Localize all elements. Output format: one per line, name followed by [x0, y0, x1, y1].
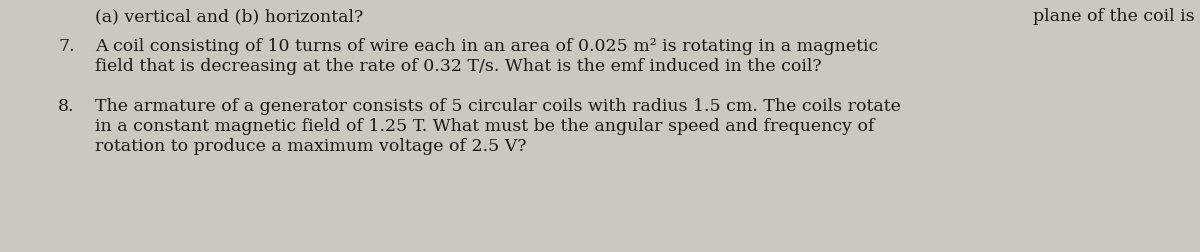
Text: 7.: 7.	[58, 38, 74, 55]
Text: The armature of a generator consists of 5 circular coils with radius 1.5 cm. The: The armature of a generator consists of …	[95, 98, 901, 115]
Text: 8.: 8.	[58, 98, 74, 115]
Text: (a) vertical and (b) horizontal?: (a) vertical and (b) horizontal?	[95, 8, 364, 25]
Text: A coil consisting of 10 turns of wire each in an area of 0.025 m² is rotating in: A coil consisting of 10 turns of wire ea…	[95, 38, 878, 55]
Text: rotation to produce a maximum voltage of 2.5 V?: rotation to produce a maximum voltage of…	[95, 138, 527, 155]
Text: in a constant magnetic field of 1.25 T. What must be the angular speed and frequ: in a constant magnetic field of 1.25 T. …	[95, 118, 875, 135]
Text: plane of the coil is: plane of the coil is	[1033, 8, 1195, 25]
Text: field that is decreasing at the rate of 0.32 T/s. What is the emf induced in the: field that is decreasing at the rate of …	[95, 58, 822, 75]
